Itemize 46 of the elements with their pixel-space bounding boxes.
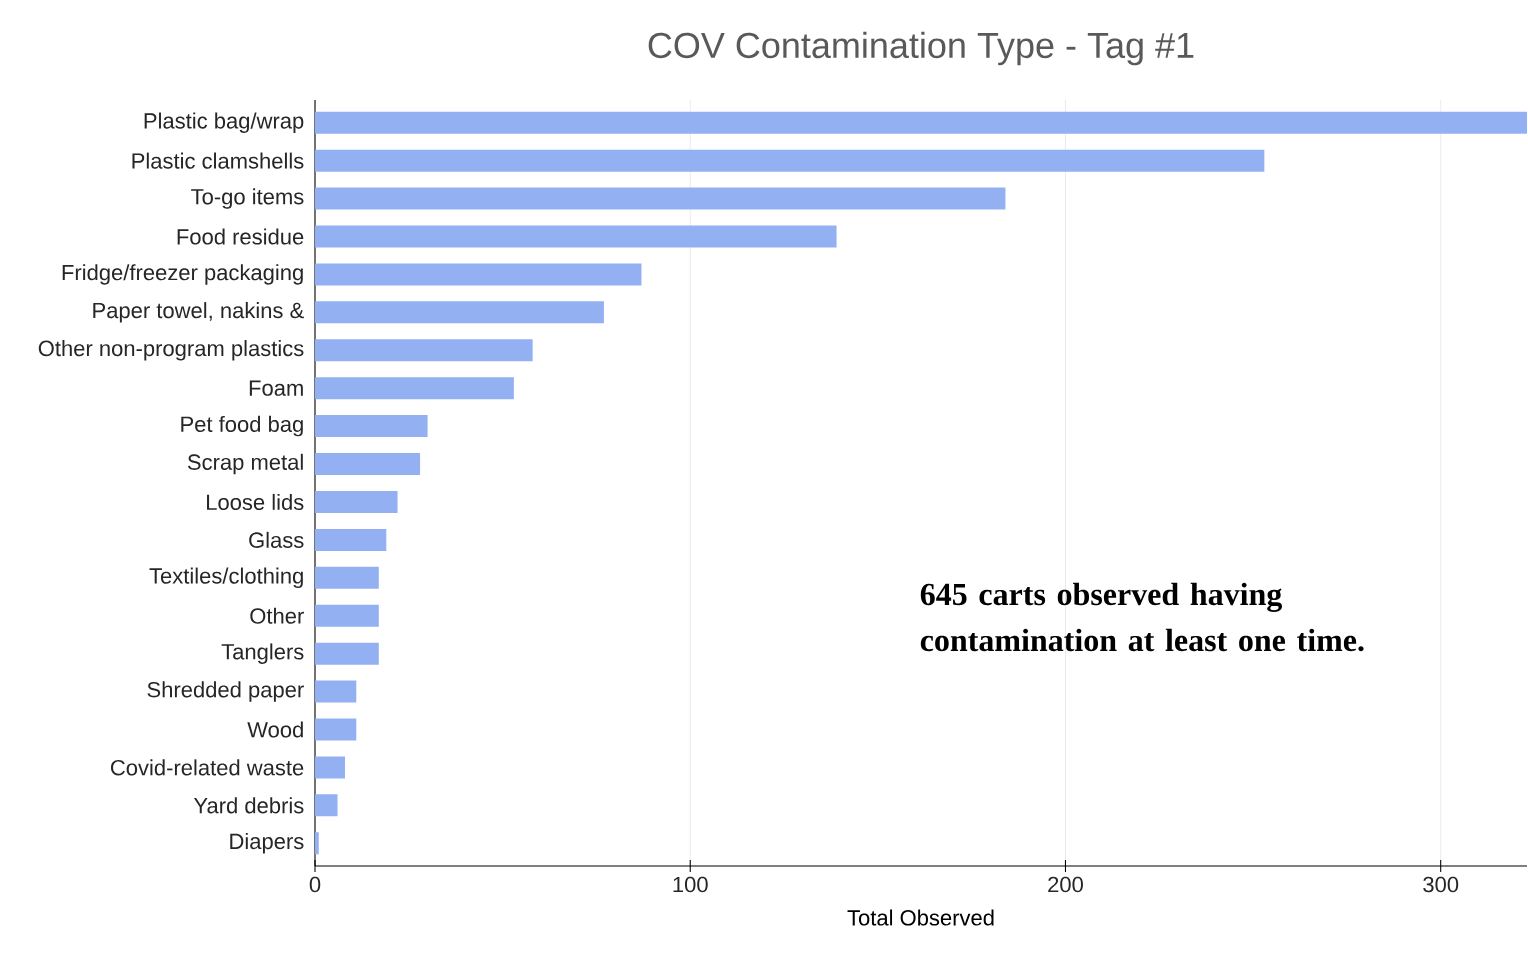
bar [315, 149, 1265, 172]
y-tick-label: Paper towel, nakins & [93, 302, 304, 323]
x-tick-label: 0 [309, 876, 321, 893]
y-tick-label: Covid-related waste [110, 759, 304, 776]
y-tick-label: Textiles/clothing [149, 567, 303, 589]
x-tick-label: 300 [1423, 876, 1459, 893]
x-tick-label: 200 [1048, 876, 1083, 893]
bar [315, 680, 357, 703]
bar [315, 528, 387, 551]
bar [315, 111, 1528, 134]
y-tick-label: Glass [249, 531, 304, 548]
bar [315, 566, 379, 589]
y-tick-label: Wood [247, 721, 303, 738]
y-tick-label: Other non-program plastics [38, 340, 304, 361]
y-tick-label: Other [250, 607, 304, 624]
bar [315, 301, 604, 324]
bar [315, 225, 837, 248]
bar [315, 604, 379, 627]
chart-title: COV Contamination Type - Tag #1 [648, 31, 1194, 66]
y-tick-label: Diapers [230, 833, 304, 854]
bar [315, 187, 1006, 210]
bar [315, 263, 642, 286]
bar [315, 718, 357, 741]
bar [315, 490, 398, 513]
bar [315, 794, 338, 817]
y-tick-label: Plastic bag/wrap [144, 112, 304, 133]
y-tick-label: Plastic clamshells [132, 152, 304, 169]
y-tick-label: Shredded paper [147, 681, 304, 702]
y-tick-label: Fridge/freezer packaging [62, 264, 303, 285]
y-tick-label: Food residue [177, 228, 304, 245]
annotation: 645 carts observed having contamination at least one time. [920, 582, 1364, 652]
x-tick-label: 100 [673, 876, 708, 893]
y-tick-label: To-go items [191, 188, 304, 209]
y-tick-label: Loose lids [207, 493, 304, 511]
bar [315, 377, 514, 400]
y-tick-label: Tanglers [221, 643, 304, 664]
bar [315, 339, 533, 362]
bar [315, 453, 421, 476]
bar [315, 642, 379, 665]
bar [315, 415, 428, 438]
x-axis-title: Total Observed [847, 909, 994, 926]
y-tick-label: Yard debris [193, 797, 304, 814]
y-tick-label: Foam [249, 380, 303, 396]
y-tick-label: Scrap metal [187, 453, 303, 475]
bar [315, 756, 346, 779]
y-tick-label: Pet food bag [181, 415, 303, 437]
